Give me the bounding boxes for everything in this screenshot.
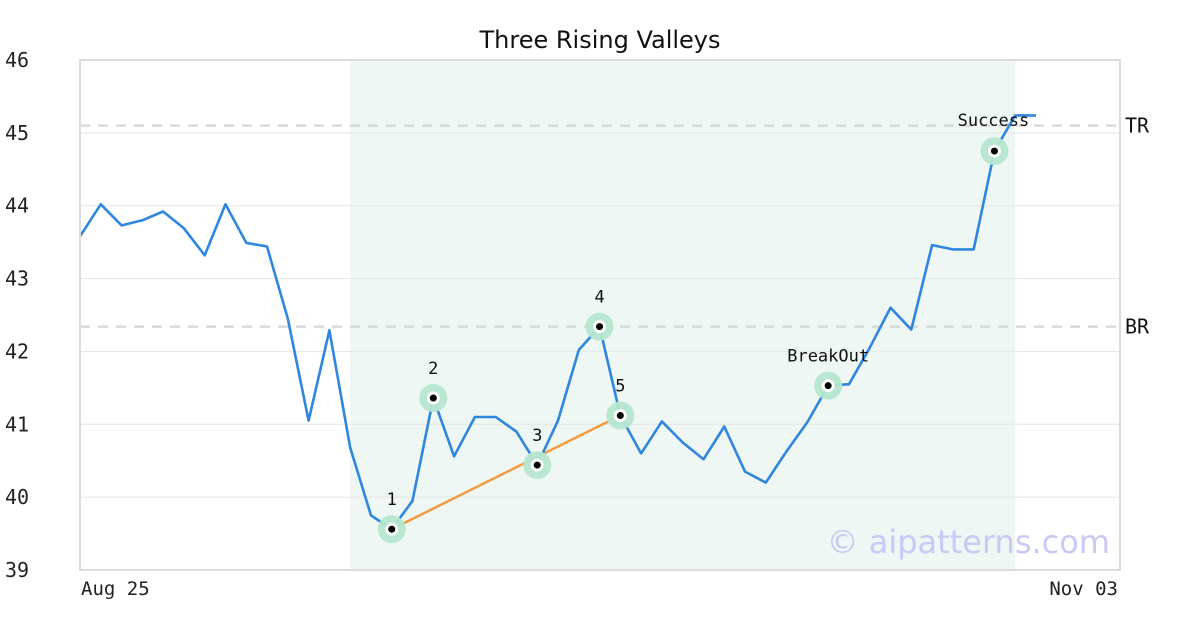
reference-label-tr: TR bbox=[1125, 114, 1150, 138]
x-tick-label-end: Nov 03 bbox=[1049, 578, 1118, 600]
point-label-1: 1 bbox=[387, 490, 397, 510]
y-tick-label: 42 bbox=[5, 339, 29, 363]
y-tick-label: 46 bbox=[5, 48, 29, 72]
reference-label-br: BR bbox=[1125, 315, 1150, 339]
point-dot-4 bbox=[596, 323, 604, 331]
point-dot-3 bbox=[533, 461, 541, 469]
y-tick-label: 44 bbox=[5, 194, 29, 218]
point-label-4: 4 bbox=[594, 288, 604, 308]
pattern-window-layer bbox=[350, 60, 1016, 570]
chart-title: Three Rising Valleys bbox=[478, 26, 720, 54]
y-tick-label: 45 bbox=[5, 121, 29, 145]
y-tick-label: 41 bbox=[5, 412, 29, 436]
trendline-layer bbox=[391, 414, 621, 531]
point-label-5: 5 bbox=[615, 377, 625, 397]
valley-trendline bbox=[391, 414, 621, 531]
point-label-breakout: BreakOut bbox=[787, 347, 869, 367]
series-layer bbox=[78, 114, 1036, 531]
x-tick-label-start: Aug 25 bbox=[81, 578, 150, 600]
point-dot-2 bbox=[429, 394, 437, 402]
y-tick-label: 43 bbox=[5, 267, 29, 291]
point-dot-success bbox=[990, 147, 998, 155]
point-dot-1 bbox=[388, 525, 396, 533]
point-dot-5 bbox=[616, 412, 624, 420]
point-label-2: 2 bbox=[428, 359, 438, 379]
plot-frame bbox=[79, 59, 1121, 571]
pattern-window bbox=[350, 60, 1016, 570]
y-tick-label: 39 bbox=[5, 558, 29, 582]
y-tick-label: 40 bbox=[5, 485, 29, 509]
watermark-text: © aipatterns.com bbox=[827, 523, 1110, 561]
points-layer: 1 2 3 4 5 BreakOut Success bbox=[377, 111, 1030, 544]
point-dot-breakout bbox=[824, 382, 832, 390]
reference-lines-layer: TR BR bbox=[80, 114, 1150, 339]
point-label-3: 3 bbox=[532, 426, 542, 446]
point-label-success: Success bbox=[958, 111, 1030, 131]
price-series-line bbox=[78, 114, 1036, 531]
